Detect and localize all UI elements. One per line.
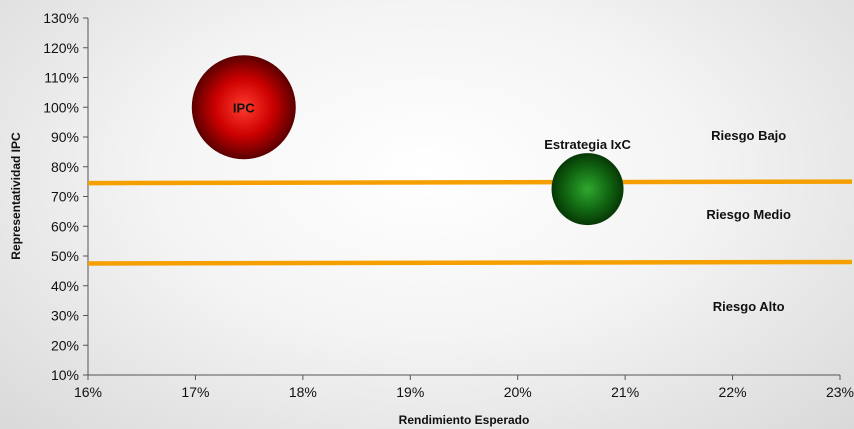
x-tick-label: 23%	[826, 384, 854, 400]
x-tick-label: 22%	[719, 384, 747, 400]
y-tick-label: 90%	[51, 129, 79, 145]
plot-area	[88, 18, 840, 375]
x-tick-label: 18%	[289, 384, 317, 400]
y-tick-label: 110%	[44, 70, 79, 86]
y-axis-ticks: 10% 20% 30% 40% 50% 60% 70% 80% 90% 100% 110% 120% 1…	[43, 10, 88, 383]
x-tick-label: 19%	[396, 384, 424, 400]
y-tick-label: 10%	[51, 367, 79, 383]
x-axis-ticks: 16% 17% 18% 19% 20% 21% 22% 23%	[74, 375, 854, 400]
bubble-ipc	[191, 55, 296, 160]
y-tick-label: 130%	[43, 10, 79, 26]
zone-label: Riesgo Bajo	[711, 128, 786, 143]
y-tick-label: 80%	[51, 159, 79, 175]
point-labels: IPC Estrategia IxC	[233, 100, 632, 152]
point-label: Estrategia IxC	[544, 137, 631, 152]
point-label: IPC	[233, 100, 255, 115]
x-tick-label: 16%	[74, 384, 102, 400]
y-tick-label: 120%	[43, 40, 79, 56]
y-tick-label: 20%	[51, 337, 79, 353]
zone-label: Riesgo Medio	[706, 207, 791, 222]
data-points	[191, 55, 624, 226]
threshold-line	[87, 259, 853, 266]
zone-labels: Riesgo Bajo Riesgo Medio Riesgo Alto	[706, 128, 791, 314]
y-tick-label: 40%	[51, 278, 79, 294]
zone-label: Riesgo Alto	[713, 299, 785, 314]
bubble-estrategia-ixc	[551, 153, 624, 226]
y-tick-label: 70%	[51, 189, 79, 205]
y-axis-title: Representatividad IPC	[9, 132, 23, 260]
x-axis-title: Rendimiento Esperado	[399, 413, 530, 427]
y-tick-label: 50%	[51, 248, 79, 264]
x-tick-label: 20%	[504, 384, 532, 400]
x-tick-label: 17%	[181, 384, 209, 400]
y-tick-label: 30%	[51, 308, 79, 324]
y-tick-label: 100%	[43, 99, 79, 115]
y-tick-label: 60%	[51, 218, 79, 234]
threshold-line	[87, 179, 853, 186]
threshold-lines	[87, 179, 853, 266]
x-tick-label: 21%	[611, 384, 639, 400]
